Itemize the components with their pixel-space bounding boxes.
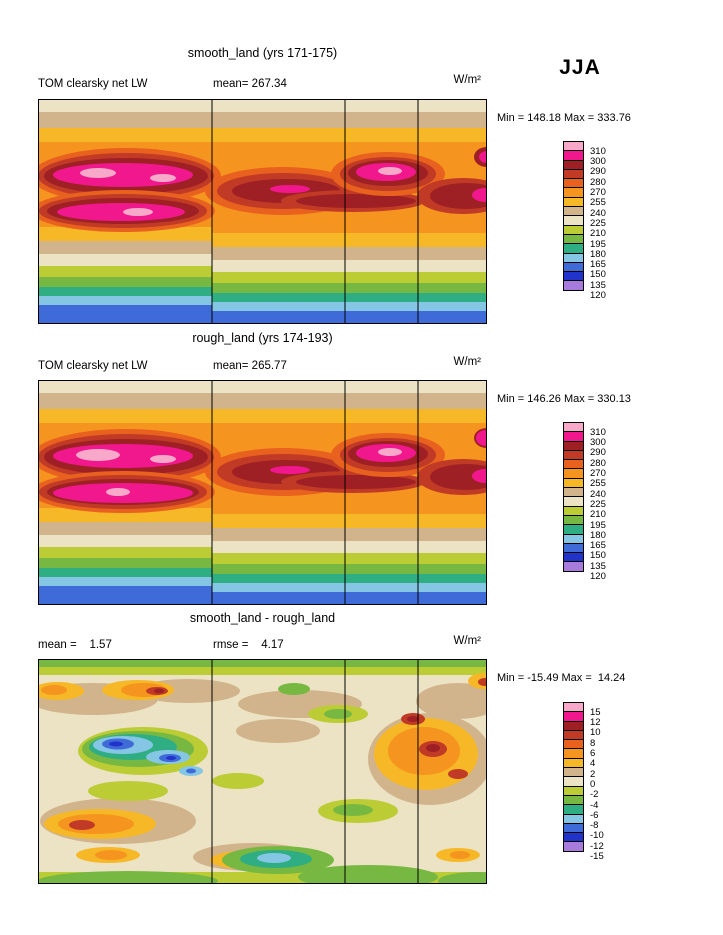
legend-tick-label: 120	[590, 571, 606, 582]
legend-tick-label: -12	[590, 840, 604, 852]
panel2-label-row: TOM clearsky net LW mean= 265.77 W/m²	[38, 356, 487, 374]
legend-tick-label: 270	[590, 468, 606, 479]
legend-tick-label: 225	[590, 498, 606, 510]
legend-color-column	[563, 422, 633, 572]
legend-tick-label: -6	[590, 809, 599, 821]
legend-tick-label: 255	[590, 197, 606, 209]
legend-tick-label: 150	[590, 550, 606, 562]
panel2-variation-overlays	[53, 430, 487, 503]
legend-tick-label: -8	[590, 820, 599, 832]
legend-tick-label: 2	[590, 768, 596, 780]
panel2-legend-colorbar: 310 300 290 280 270 255 240 225 210 195 180 165 150 1…	[563, 422, 633, 594]
panel1-mean-label: mean= 267.34	[213, 78, 287, 90]
legend-tick-label: 280	[590, 457, 606, 469]
legend-tick-label: 165	[590, 540, 606, 552]
legend-tick-label: -15	[590, 851, 604, 862]
legend-tick-label: 12	[590, 717, 601, 729]
legend-color-column	[563, 702, 633, 852]
panel1-label-row: TOM clearsky net LW mean= 267.34 W/m²	[38, 74, 487, 92]
panel3-difference-map	[38, 659, 487, 884]
legend-tick-label: 210	[590, 509, 606, 521]
legend-tick-label: 270	[590, 187, 606, 198]
legend-tick-label: 240	[590, 207, 606, 219]
panel2-contour-map	[38, 380, 487, 605]
panel2-units-label: W/m²	[453, 356, 481, 368]
legend-tick-label: 255	[590, 478, 606, 490]
legend-tick-label: -10	[590, 830, 604, 842]
legend-tick-label: 150	[590, 269, 606, 281]
panel1-title: smooth_land (yrs 171-175)	[187, 46, 338, 60]
legend-tick-label: 210	[590, 228, 606, 240]
legend-tick-label: 120	[590, 290, 606, 301]
legend-tick-label: 280	[590, 176, 606, 188]
legend-tick-label: 310	[590, 145, 606, 157]
legend-tick-label: 4	[590, 758, 596, 770]
panel1-units-label: W/m²	[453, 74, 481, 86]
legend-tick-label: 180	[590, 248, 606, 260]
legend-tick-label: 195	[590, 238, 606, 250]
season-label: JJA	[559, 56, 601, 79]
legend-tick-label: 225	[590, 217, 606, 229]
panel2-minmax-label: Min = 146.26 Max = 330.13	[497, 393, 631, 405]
legend-tick-label: 180	[590, 529, 606, 541]
legend-tick-label: 15	[590, 706, 601, 718]
lw-map-layers	[38, 99, 487, 324]
panel1-contour-map	[38, 99, 487, 324]
map-border	[38, 380, 487, 605]
legend-tick-label: 8	[590, 737, 596, 749]
legend-color-box	[563, 841, 584, 852]
legend-tick-label: 240	[590, 488, 606, 500]
legend-tick-label: 290	[590, 166, 606, 178]
legend-tick-label: 10	[590, 727, 601, 739]
panel3-legend-colorbar: 15 12 10 8 6 4 2 0 -2 -4 -6 -8 -10 -12 -15	[563, 702, 633, 874]
legend-color-box	[563, 561, 584, 572]
cold-anomaly-cluster	[78, 727, 208, 776]
legend-tick-label: 310	[590, 426, 606, 438]
legend-tick-label: 300	[590, 156, 606, 168]
panel1-legend-colorbar: 310 300 290 280 270 255 240 225 210 195 180 165 150 1…	[563, 141, 633, 313]
legend-tick-label: 195	[590, 519, 606, 531]
panel1-minmax-label: Min = 148.18 Max = 333.76	[497, 112, 631, 124]
southern-bands-left-step	[38, 227, 212, 324]
panel3-minmax-label: Min = -15.49 Max = 14.24	[497, 672, 626, 684]
legend-tick-label: 6	[590, 748, 596, 759]
panel3-rmse-label: rmse = 4.17	[213, 639, 284, 651]
hot-regions	[38, 147, 487, 232]
legend-tick-label: 300	[590, 437, 606, 449]
panel2-title: rough_land (yrs 174-193)	[192, 331, 333, 345]
legend-color-column	[563, 141, 633, 291]
legend-tick-label: -4	[590, 799, 599, 811]
panel3-units-label: W/m²	[453, 635, 481, 647]
panel3-title: smooth_land - rough_land	[189, 611, 336, 625]
panel2-mean-label: mean= 265.77	[213, 360, 287, 372]
legend-tick-label: 135	[590, 279, 606, 291]
legend-tick-label: 290	[590, 447, 606, 459]
legend-color-box	[563, 280, 584, 291]
map-border	[38, 659, 487, 884]
bottom-cold-blob	[222, 846, 334, 874]
legend-tick-label: -2	[590, 789, 599, 801]
panel1-variable-label: TOM clearsky net LW	[38, 78, 148, 90]
diff-map-layers	[38, 659, 487, 884]
panel3-mean-label: mean = 1.57	[38, 639, 112, 651]
legend-tick-label: 135	[590, 560, 606, 572]
panel3-label-row: mean = 1.57 rmse = 4.17 W/m²	[38, 635, 487, 653]
legend-tick-label: 0	[590, 778, 596, 790]
map-border	[38, 99, 487, 324]
panel2-variable-label: TOM clearsky net LW	[38, 360, 148, 372]
legend-tick-label: 165	[590, 259, 606, 271]
meridian-lines	[211, 659, 419, 884]
meridian-lines	[211, 99, 419, 324]
